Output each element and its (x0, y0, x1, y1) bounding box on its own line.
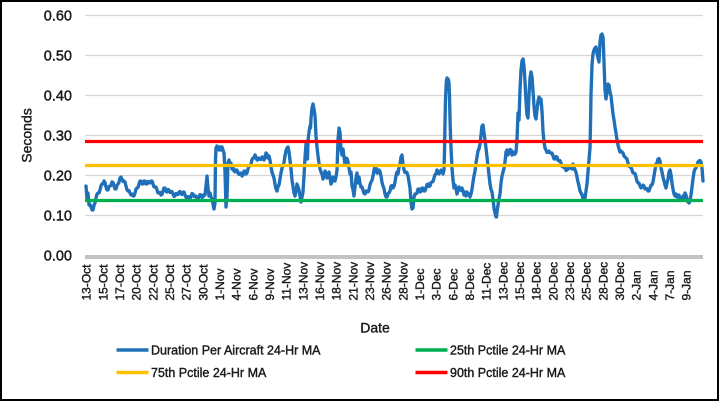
svg-text:25-Oct: 25-Oct (163, 264, 177, 301)
svg-text:0.30: 0.30 (44, 129, 72, 145)
svg-text:0.10: 0.10 (44, 209, 72, 225)
svg-text:Seconds: Seconds (19, 108, 35, 162)
svg-text:17-Oct: 17-Oct (113, 264, 127, 301)
svg-text:27-Oct: 27-Oct (180, 264, 194, 301)
svg-text:0.00: 0.00 (44, 249, 72, 265)
svg-text:0.40: 0.40 (44, 89, 72, 105)
svg-text:13-Dec: 13-Dec (496, 262, 510, 301)
svg-text:6-Dec: 6-Dec (446, 268, 460, 300)
svg-text:7-Jan: 7-Jan (663, 270, 677, 300)
svg-text:18-Dec: 18-Dec (530, 262, 544, 301)
svg-text:1-Dec: 1-Dec (413, 268, 427, 300)
svg-text:2-Jan: 2-Jan (630, 270, 644, 300)
svg-text:26-Nov: 26-Nov (380, 262, 394, 301)
svg-text:20-Oct: 20-Oct (130, 264, 144, 301)
svg-text:23-Dec: 23-Dec (563, 262, 577, 301)
svg-text:11-Nov: 11-Nov (280, 263, 294, 301)
svg-text:0.60: 0.60 (44, 9, 72, 25)
svg-text:0.50: 0.50 (44, 49, 72, 65)
svg-text:Duration Per Aircraft 24-Hr MA: Duration Per Aircraft 24-Hr MA (151, 344, 321, 358)
svg-text:25th Pctile 24-Hr MA: 25th Pctile 24-Hr MA (450, 344, 566, 358)
svg-text:4-Jan: 4-Jan (646, 270, 660, 300)
svg-text:90th Pctile 24-Hr MA: 90th Pctile 24-Hr MA (450, 366, 566, 380)
svg-text:23-Nov: 23-Nov (363, 262, 377, 301)
svg-text:9-Nov: 9-Nov (263, 268, 277, 300)
svg-text:3-Dec: 3-Dec (430, 268, 444, 300)
svg-text:20-Dec: 20-Dec (546, 262, 560, 301)
svg-text:15-Oct: 15-Oct (96, 264, 110, 301)
svg-text:22-Oct: 22-Oct (146, 264, 160, 301)
svg-text:8-Dec: 8-Dec (463, 268, 477, 300)
svg-text:13-Nov: 13-Nov (296, 262, 310, 301)
svg-text:1-Nov: 1-Nov (213, 268, 227, 300)
svg-text:0.20: 0.20 (44, 169, 72, 185)
svg-text:11-Dec: 11-Dec (480, 263, 494, 301)
svg-text:4-Nov: 4-Nov (230, 268, 244, 300)
svg-text:25-Dec: 25-Dec (580, 262, 594, 301)
svg-text:15-Dec: 15-Dec (513, 262, 527, 301)
svg-text:28-Nov: 28-Nov (396, 262, 410, 301)
svg-text:75th Pctile 24-Hr MA: 75th Pctile 24-Hr MA (151, 366, 267, 380)
svg-text:30-Oct: 30-Oct (196, 264, 210, 301)
svg-text:9-Jan: 9-Jan (680, 270, 694, 300)
svg-text:13-Oct: 13-Oct (80, 264, 94, 301)
svg-text:30-Dec: 30-Dec (613, 262, 627, 301)
svg-text:6-Nov: 6-Nov (246, 268, 260, 300)
svg-text:16-Nov: 16-Nov (313, 262, 327, 301)
svg-text:21-Nov: 21-Nov (346, 262, 360, 301)
svg-text:28-Dec: 28-Dec (596, 262, 610, 301)
svg-text:18-Nov: 18-Nov (330, 262, 344, 301)
svg-text:Date: Date (360, 320, 390, 336)
